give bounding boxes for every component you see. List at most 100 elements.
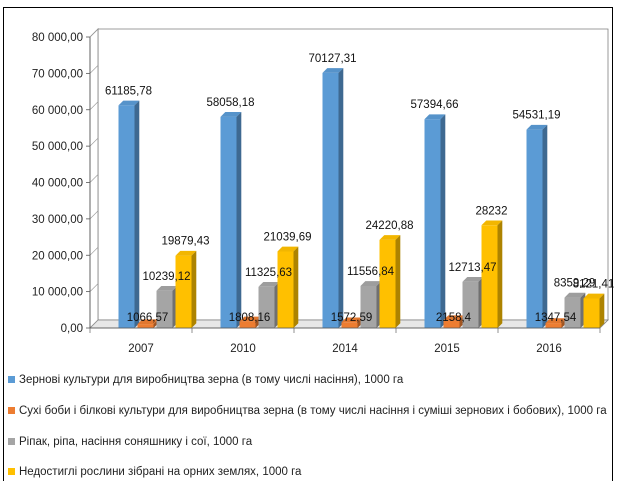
legend-label-pulses: Сухі боби і білкові культури для виробни… <box>19 405 607 417</box>
bar-top <box>137 319 159 325</box>
bar-side <box>542 124 548 328</box>
y-tick-side-line <box>89 283 99 292</box>
y-tick-side-line <box>89 101 99 110</box>
bar-side <box>497 220 503 328</box>
bar-side <box>134 100 140 329</box>
legend-label-oilseeds: Ріпак, ріпа, насіння соняшнику і сої, 10… <box>19 436 253 448</box>
bar-front <box>564 297 581 328</box>
x-tick-label: 2016 <box>536 343 562 355</box>
bar-top <box>462 276 484 282</box>
value-label: 12713,47 <box>449 262 497 274</box>
x-tick-label: 2007 <box>128 343 154 355</box>
y-tick-side-line <box>89 137 99 147</box>
value-label: 10239,12 <box>143 271 191 283</box>
bar-front <box>526 129 543 328</box>
y-tick-side-line <box>89 28 99 38</box>
bar-front <box>443 320 460 328</box>
bar-side <box>440 114 446 328</box>
value-label: 8359,29 <box>554 278 596 290</box>
bar-side <box>599 293 605 328</box>
bar-side <box>338 68 344 328</box>
value-label: 11556,84 <box>347 266 395 278</box>
y-tick-side-line <box>89 174 99 183</box>
bar-side <box>395 235 401 328</box>
value-label: 70127,31 <box>309 53 357 65</box>
bar-front <box>322 72 339 328</box>
value-label: 2158,4 <box>436 312 472 324</box>
bar-top <box>341 317 363 323</box>
legend-label-grain: Зернові культури для виробництва зерна (… <box>19 374 404 386</box>
x-tick-label: 2010 <box>230 343 256 355</box>
y-tick-label: 30 000,00 <box>32 214 83 226</box>
bar-front <box>220 116 237 328</box>
y-tick-label: 40 000,00 <box>32 178 83 190</box>
y-tick-side-line <box>89 210 99 220</box>
bar-front <box>545 323 562 328</box>
value-label: 21039,69 <box>264 231 312 243</box>
bar-top <box>360 281 382 286</box>
bar-top <box>379 235 401 240</box>
legend-swatch-oilseeds <box>8 438 15 445</box>
legend-swatch-grain <box>8 376 15 383</box>
y-tick-label: 20 000,00 <box>32 250 83 262</box>
value-label: 19879,43 <box>162 236 210 248</box>
bar-front <box>156 290 173 328</box>
bar-top <box>239 316 261 322</box>
y-tick-label: 60 000,00 <box>32 105 83 117</box>
value-label: 1066,57 <box>127 312 169 324</box>
bar-top <box>583 293 605 299</box>
bar-top <box>258 282 280 287</box>
value-label: 1572,59 <box>331 312 373 324</box>
y-tick-side-line <box>89 319 99 329</box>
x-tick-label: 2014 <box>332 343 358 355</box>
bar-front <box>424 119 441 328</box>
bar-front <box>360 285 377 328</box>
value-label: 61185,78 <box>105 85 152 97</box>
x-tick-label: 2015 <box>434 343 460 355</box>
bar-top <box>156 285 178 291</box>
bar-top <box>545 318 567 324</box>
legend-label-green-harvest: Недостиглі рослини зібрані на орних земл… <box>19 466 302 478</box>
bar-front <box>239 321 256 328</box>
y-tick-label: 80 000,00 <box>32 32 83 44</box>
bar-front <box>379 239 396 328</box>
value-label: 11325,63 <box>245 267 292 279</box>
y-tick-label: 10 000,00 <box>32 287 83 299</box>
bar-front <box>462 281 479 328</box>
bar-front <box>118 105 135 328</box>
bar-top <box>481 220 503 226</box>
bar-side <box>293 246 299 328</box>
y-tick-label: 0,00 <box>61 323 83 335</box>
value-label: 58058,18 <box>207 97 255 109</box>
bar-front <box>137 324 154 328</box>
y-tick-label: 50 000,00 <box>32 141 83 153</box>
value-label: 54531,19 <box>513 110 561 122</box>
y-tick-label: 70 000,00 <box>32 68 83 80</box>
value-label: 8121,41 <box>573 278 615 290</box>
value-label: 24220,88 <box>366 220 414 232</box>
value-label: 57394,66 <box>411 99 459 111</box>
bar-top <box>526 124 548 130</box>
value-label: 1347,54 <box>535 312 577 324</box>
bar-front <box>258 286 275 328</box>
bar-top <box>175 250 197 256</box>
bar-top <box>220 112 242 117</box>
bar-top <box>277 246 299 252</box>
legend-swatch-pulses <box>8 407 15 414</box>
bar-top <box>424 114 446 120</box>
bar-top <box>564 292 586 298</box>
bar-front <box>583 298 600 328</box>
bar-side <box>236 112 242 328</box>
bar-front <box>277 251 294 328</box>
value-label: 28232 <box>476 205 508 217</box>
bar-top <box>443 315 465 321</box>
bar-top <box>322 68 344 73</box>
bar-side <box>191 250 197 328</box>
value-label: 1808,16 <box>229 312 271 324</box>
bar-top <box>118 100 140 106</box>
bar-front <box>175 255 192 328</box>
legend-swatch-green-harvest <box>8 468 15 475</box>
bar-front <box>481 225 498 328</box>
y-tick-side-line <box>89 247 99 256</box>
